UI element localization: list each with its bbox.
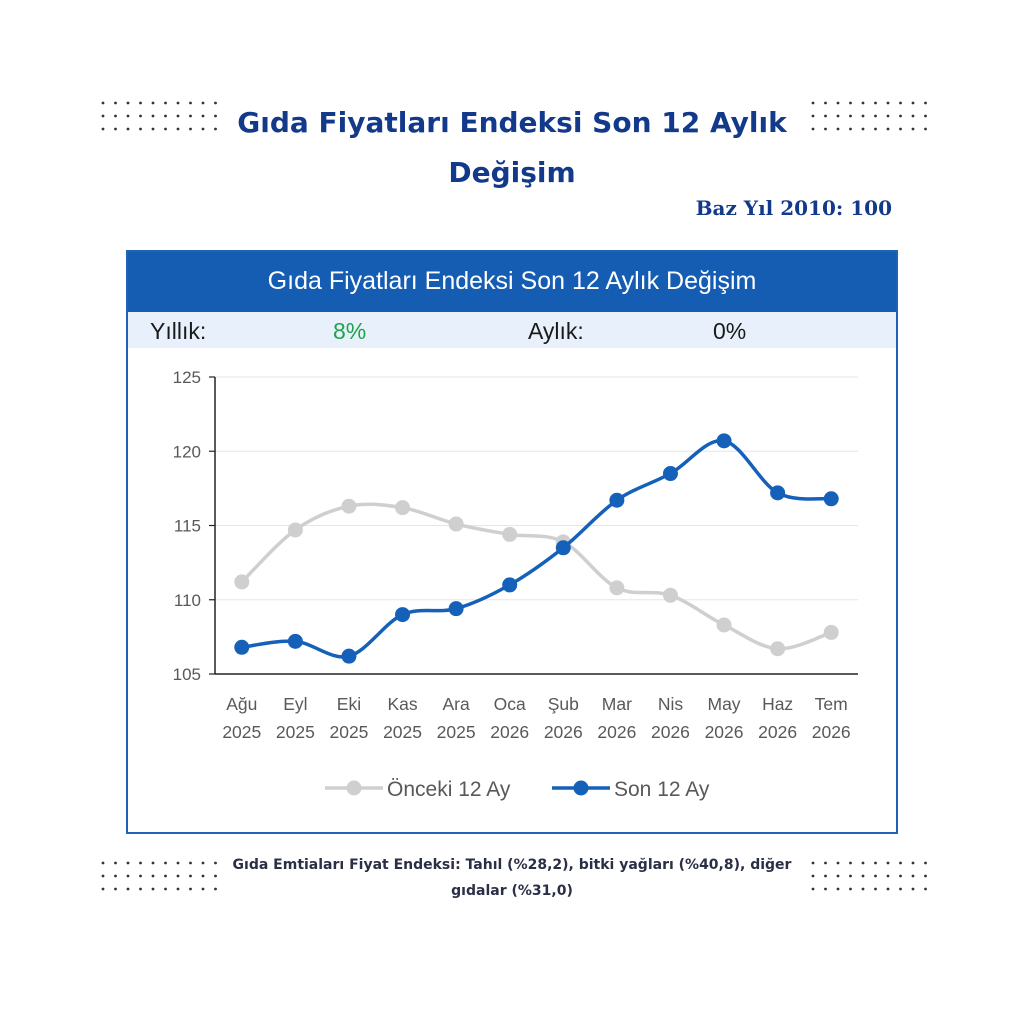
data-point-current bbox=[341, 648, 357, 664]
data-point-current bbox=[716, 433, 732, 449]
data-point-previous bbox=[770, 641, 786, 657]
x-tick-label-year: 2025 bbox=[383, 722, 422, 742]
x-tick-label-month: Şub bbox=[548, 694, 579, 714]
data-point-current bbox=[395, 607, 411, 623]
x-tick-label-year: 2026 bbox=[812, 722, 851, 742]
page-title: Gıda Fiyatları Endeksi Son 12 Aylık Deği… bbox=[237, 106, 787, 189]
data-point-current bbox=[555, 540, 571, 556]
series-line-current bbox=[241, 439, 832, 659]
y-tick-label: 110 bbox=[174, 591, 201, 610]
data-point-previous bbox=[609, 580, 625, 596]
y-tick-label: 115 bbox=[174, 517, 201, 536]
data-point-current bbox=[287, 633, 303, 649]
x-tick-label-month: Oca bbox=[494, 694, 526, 714]
legend-marker-current bbox=[573, 780, 589, 796]
x-tick-label-year: 2025 bbox=[276, 722, 315, 742]
base-year-label: Baz Yıl 2010: 100 bbox=[695, 196, 892, 220]
x-tick-label-year: 2026 bbox=[758, 722, 797, 742]
chart-card-title: Gıda Fiyatları Endeksi Son 12 Aylık Deği… bbox=[128, 252, 896, 312]
y-tick-label: 105 bbox=[173, 665, 201, 684]
data-point-previous bbox=[823, 624, 839, 640]
dot-grid-top-left bbox=[101, 101, 217, 131]
x-tick-label-month: Haz bbox=[762, 694, 793, 714]
x-tick-label-month: Mar bbox=[602, 694, 632, 714]
legend-label-previous: Önceki 12 Ay bbox=[387, 778, 511, 801]
legend-marker-previous bbox=[346, 780, 362, 796]
dot-grid-top-right bbox=[811, 101, 927, 131]
x-tick-label-month: Tem bbox=[815, 694, 848, 714]
dot-grid-bottom-left bbox=[101, 861, 217, 891]
data-point-current bbox=[770, 485, 786, 501]
x-tick-label-year: 2026 bbox=[651, 722, 690, 742]
yearly-label: Yıllık: bbox=[150, 318, 207, 344]
y-tick-label: 125 bbox=[173, 368, 201, 387]
x-tick-label-year: 2025 bbox=[222, 722, 261, 742]
dot-grid-bottom-right bbox=[811, 861, 927, 891]
x-tick-label-month: May bbox=[708, 694, 741, 714]
x-tick-label-year: 2025 bbox=[437, 722, 476, 742]
x-tick-label-month: Eyl bbox=[283, 694, 307, 714]
x-tick-label-year: 2026 bbox=[597, 722, 636, 742]
line-chart: 105 110 115 120 125 Ağu 2025 Eyl 2025 Eki 2025 Kas 2… bbox=[173, 368, 858, 801]
data-point-previous bbox=[341, 498, 357, 514]
data-point-previous bbox=[716, 617, 732, 633]
x-tick-label-year: 2026 bbox=[490, 722, 529, 742]
monthly-value: 0% bbox=[713, 318, 747, 344]
x-tick-label-month: Ağu bbox=[226, 694, 257, 714]
x-tick-label-month: Nis bbox=[658, 694, 684, 714]
y-tick-label: 120 bbox=[173, 442, 201, 461]
data-point-current bbox=[234, 639, 250, 655]
data-point-current bbox=[823, 491, 839, 507]
yearly-value: 8% bbox=[333, 318, 367, 344]
data-point-current bbox=[609, 492, 625, 508]
data-point-previous bbox=[395, 500, 411, 516]
x-tick-label-month: Ara bbox=[443, 694, 471, 714]
data-point-current bbox=[502, 577, 518, 593]
data-point-current bbox=[662, 466, 678, 482]
monthly-label: Aylık: bbox=[528, 318, 584, 344]
data-point-previous bbox=[234, 574, 250, 590]
chart-card: Gıda Fiyatları Endeksi Son 12 Aylık Deği… bbox=[126, 250, 898, 834]
legend-label-current: Son 12 Ay bbox=[614, 778, 710, 801]
x-tick-label-year: 2026 bbox=[544, 722, 583, 742]
x-tick-label-year: 2025 bbox=[329, 722, 368, 742]
x-tick-label-year: 2026 bbox=[705, 722, 744, 742]
data-point-previous bbox=[448, 516, 464, 532]
data-point-previous bbox=[662, 587, 678, 603]
x-tick-label-month: Kas bbox=[387, 694, 417, 714]
x-tick-label-month: Eki bbox=[337, 694, 361, 714]
footnote: Gıda Emtiaları Fiyat Endeksi: Tahıl (%28… bbox=[232, 857, 792, 899]
data-point-previous bbox=[502, 526, 518, 542]
data-point-previous bbox=[287, 522, 303, 538]
data-point-current bbox=[448, 601, 464, 617]
stats-band: Yıllık: 8% Aylık: 0% bbox=[128, 312, 896, 348]
